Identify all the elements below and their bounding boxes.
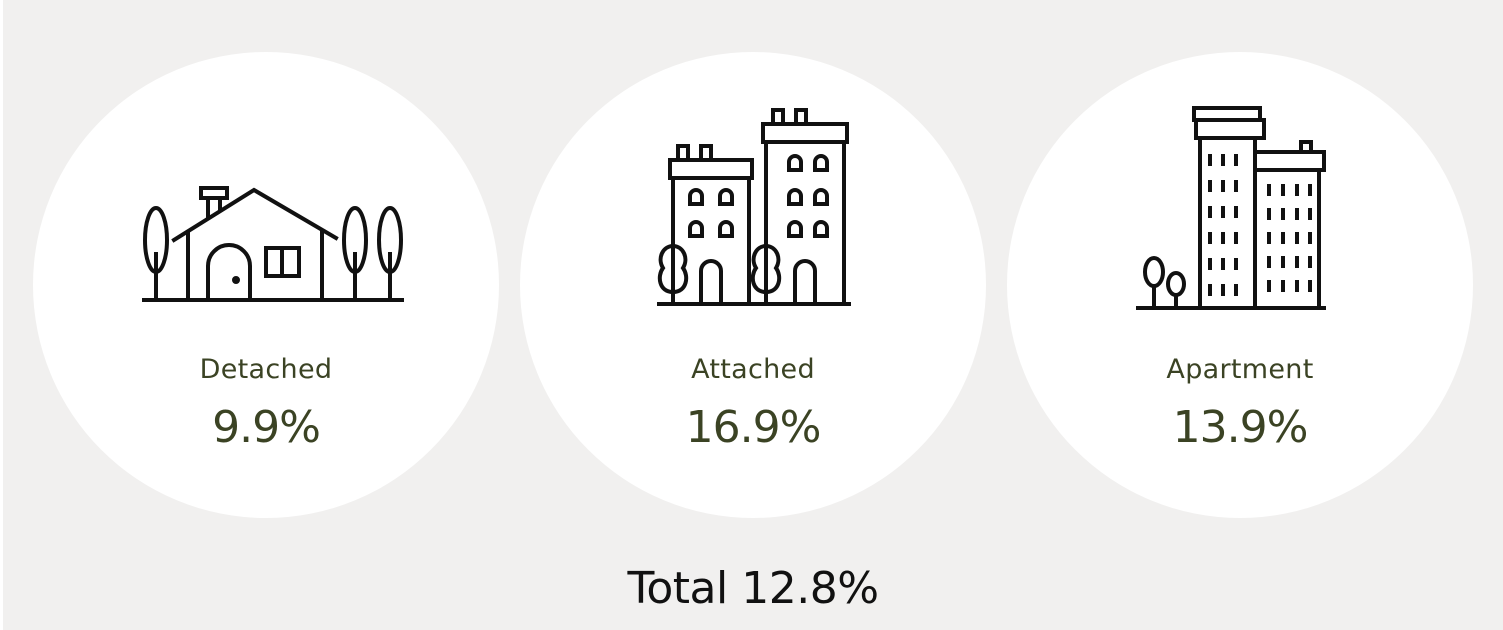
category-card-detached: Detached 9.9% [33, 52, 499, 518]
category-value: 16.9% [685, 402, 822, 453]
apartment-building-icon [1136, 106, 1326, 310]
category-value: 13.9% [1172, 402, 1309, 453]
category-card-attached: Attached 16.9% [520, 52, 986, 518]
category-label: Apartment [1166, 354, 1314, 385]
house-icon [142, 186, 404, 302]
category-card-apartment: Apartment 13.9% [1007, 52, 1473, 518]
stats-panel: Detached 9.9% [3, 0, 1503, 630]
category-label: Detached [199, 354, 333, 385]
townhouse-icon [657, 108, 851, 306]
category-value: 9.9% [212, 402, 321, 453]
category-label: Attached [691, 354, 815, 385]
total-value: Total 12.8% [627, 563, 879, 614]
